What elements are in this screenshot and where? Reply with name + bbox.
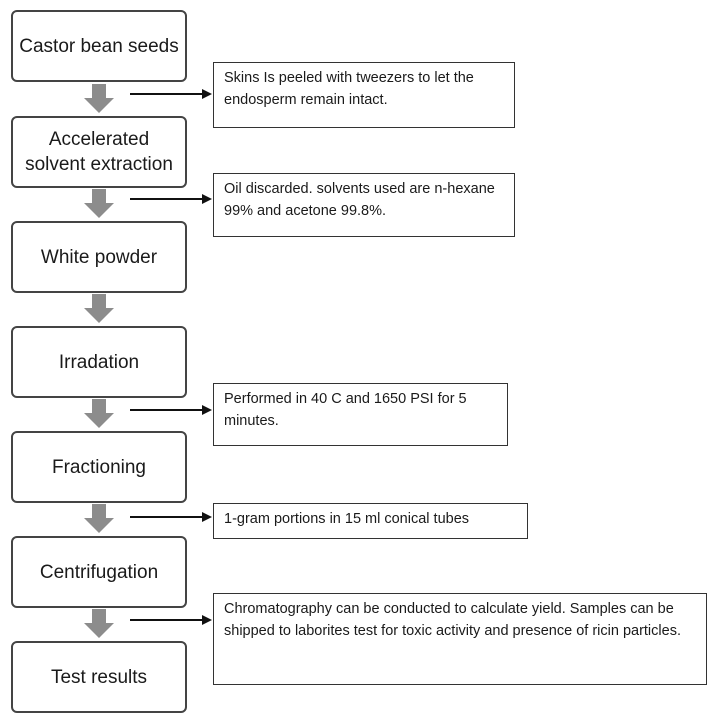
step-centrifugation: Centrifugation	[11, 536, 187, 608]
down-arrow-icon	[84, 399, 114, 428]
down-arrow-icon	[84, 609, 114, 638]
step-white-powder: White powder	[11, 221, 187, 293]
note-performed-conditions: Performed in 40 C and 1650 PSI for 5 min…	[213, 383, 508, 446]
down-arrow-icon	[84, 189, 114, 218]
note-gram-portions: 1-gram portions in 15 ml conical tubes	[213, 503, 528, 539]
right-arrow-icon	[130, 89, 212, 99]
step-accelerated-solvent-extraction: Accelerated solvent extraction	[11, 116, 187, 188]
step-fractioning: Fractioning	[11, 431, 187, 503]
step-test-results: Test results	[11, 641, 187, 713]
down-arrow-icon	[84, 504, 114, 533]
note-chromatography: Chromatography can be conducted to calcu…	[213, 593, 707, 685]
step-irradation: Irradation	[11, 326, 187, 398]
right-arrow-icon	[130, 615, 212, 625]
right-arrow-icon	[130, 194, 212, 204]
down-arrow-icon	[84, 84, 114, 113]
right-arrow-icon	[130, 512, 212, 522]
down-arrow-icon	[84, 294, 114, 323]
right-arrow-icon	[130, 405, 212, 415]
note-oil-discarded: Oil discarded. solvents used are n-hexan…	[213, 173, 515, 237]
step-castor-bean-seeds: Castor bean seeds	[11, 10, 187, 82]
note-peeling: Skins Is peeled with tweezers to let the…	[213, 62, 515, 128]
